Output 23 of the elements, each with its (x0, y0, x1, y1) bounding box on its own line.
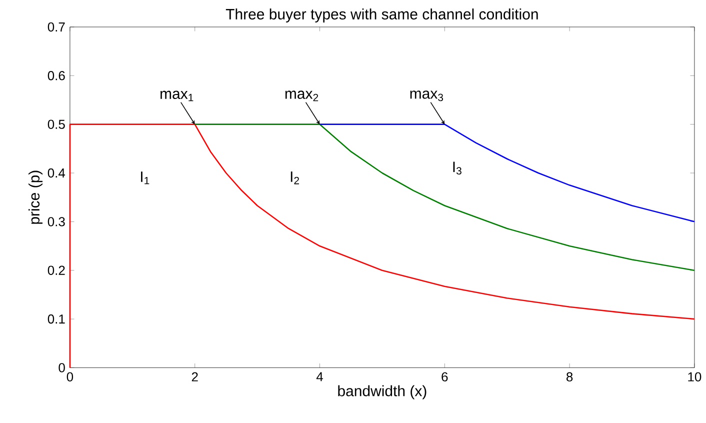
x-axis-title: bandwidth (x) (338, 385, 426, 400)
y-tick-label: 0 (58, 363, 65, 372)
y-tick-label: 0.7 (48, 22, 65, 32)
y-axis-title: price (p) (28, 170, 42, 224)
chart-title: Three buyer types with same channel condition (226, 8, 538, 23)
y-tick-label: 0.3 (48, 217, 65, 226)
y-tick-label: 0.1 (48, 314, 65, 324)
y-tick-label: 0.2 (48, 266, 65, 276)
x-tick-label: 0 (66, 372, 74, 382)
x-tick-label: 6 (442, 372, 448, 382)
annotation: max$_{2}$ (285, 90, 318, 102)
y-tick-label: 0.6 (48, 71, 65, 80)
annotation: max$_{3}$ (410, 90, 444, 102)
annotation: I$_{1}$ (141, 172, 150, 184)
annotation: I$_{2}$ (290, 172, 299, 184)
annotation: max$_{1}$ (160, 90, 194, 102)
y-tick-label: 0.5 (48, 120, 65, 130)
x-tick-label: 4 (316, 372, 323, 382)
x-tick-label: 8 (566, 372, 573, 382)
x-tick-label: 10 (688, 372, 702, 382)
x-tick-label: 2 (192, 372, 198, 382)
annotation: I$_{3}$ (453, 162, 462, 175)
y-tick-label: 0.4 (48, 168, 66, 178)
